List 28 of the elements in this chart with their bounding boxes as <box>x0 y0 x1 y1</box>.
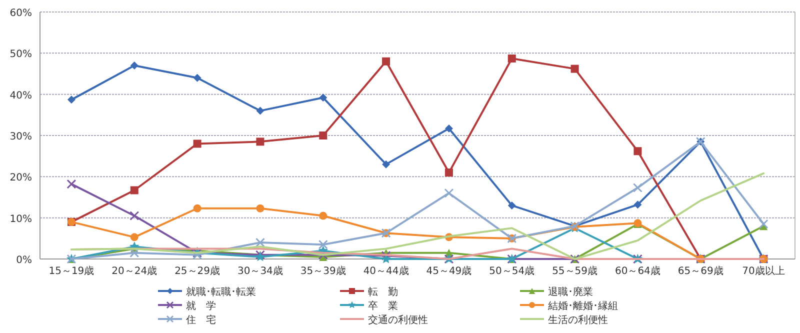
x-tick-label: 25～29歳 <box>174 265 220 277</box>
y-tick-label: 40% <box>10 90 32 102</box>
legend-label: 就職･転職･転業 <box>186 286 256 298</box>
legend-label: 転 勤 <box>368 286 398 298</box>
y-tick-label: 60% <box>10 8 32 19</box>
x-tick-label: 15～19歳 <box>48 265 94 277</box>
x-tick-label: 30～34歳 <box>237 265 283 277</box>
y-tick-label: 20% <box>10 172 32 184</box>
x-tick-label: 55～59歳 <box>552 265 598 277</box>
x-tick-label: 35～39歳 <box>300 265 346 277</box>
y-tick-label: 0% <box>16 255 32 266</box>
x-tick-label: 60～64歳 <box>614 265 660 277</box>
legend-label: 卒 業 <box>368 300 398 312</box>
x-tick-label: 50～54歳 <box>489 265 535 277</box>
legend-label: 交通の利便性 <box>368 314 428 326</box>
x-tick-label: 45～49歳 <box>426 265 472 277</box>
y-tick-label: 50% <box>10 49 32 60</box>
legend-label: 住 宅 <box>186 314 216 326</box>
legend-label: 結婚･離婚･縁組 <box>547 300 618 312</box>
x-tick-label: 65～69歳 <box>678 265 724 277</box>
y-tick-label: 30% <box>10 132 32 142</box>
legend-label: 退職･廃業 <box>548 286 593 298</box>
x-tick-label: 40～44歳 <box>363 265 409 277</box>
y-tick-label: 10% <box>10 214 32 225</box>
legend-label: 就 学 <box>186 300 216 312</box>
x-tick-label: 70歳以上 <box>742 265 785 277</box>
legend-label: 生活の利便性 <box>548 314 608 326</box>
x-tick-label: 20～24歳 <box>112 265 158 277</box>
